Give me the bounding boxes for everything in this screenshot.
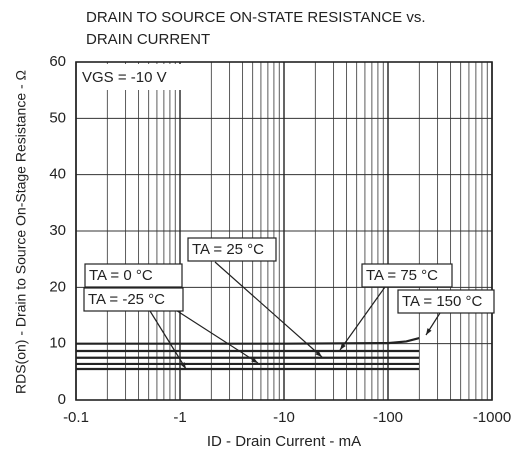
y-tick-label: 40 [49, 166, 66, 183]
x-axis-label: ID - Drain Current - mA [207, 433, 361, 450]
label-box [84, 263, 183, 288]
x-tick-label: -100 [373, 409, 403, 426]
y-tick-label: 0 [58, 391, 66, 408]
y-tick-label: 10 [49, 335, 66, 352]
label-box [187, 237, 277, 262]
x-tick-label: -1000 [473, 409, 511, 426]
label-box [83, 287, 184, 312]
x-tick-label: -10 [273, 409, 295, 426]
series-label: TA = 0 °C [89, 267, 153, 284]
y-axis-label: RDS(on) - Drain to Source On-Stage Resis… [13, 70, 29, 394]
series-label: TA = 150 °C [402, 293, 483, 310]
label-box [397, 289, 495, 314]
series-label: TA = 75 °C [366, 267, 438, 284]
label-box [361, 263, 453, 288]
arrow-head [426, 328, 432, 335]
plot-frame [75, 61, 493, 401]
series-line [76, 336, 420, 345]
y-tick-label: 20 [49, 278, 66, 295]
y-tick-label: 30 [49, 222, 66, 239]
series-label: TA = -25 °C [88, 291, 165, 308]
y-tick-label: 60 [49, 53, 66, 70]
annotation-box [78, 64, 182, 90]
arrow-head [340, 343, 346, 350]
arrow-head [251, 357, 258, 363]
arrow-head [315, 350, 322, 357]
chart-title: DRAIN CURRENT [86, 31, 210, 48]
arrow-head [180, 362, 186, 369]
x-tick-label: -0.1 [63, 409, 89, 426]
annotation: VGS = -10 V [82, 69, 167, 86]
leader-line [214, 261, 323, 358]
series-label: TA = 25 °C [192, 241, 264, 258]
y-tick-label: 50 [49, 109, 66, 126]
x-tick-label: -1 [173, 409, 186, 426]
chart-title: DRAIN TO SOURCE ON-STATE RESISTANCE vs. [86, 9, 426, 26]
leader-line [339, 286, 386, 351]
leader-line [149, 310, 187, 370]
